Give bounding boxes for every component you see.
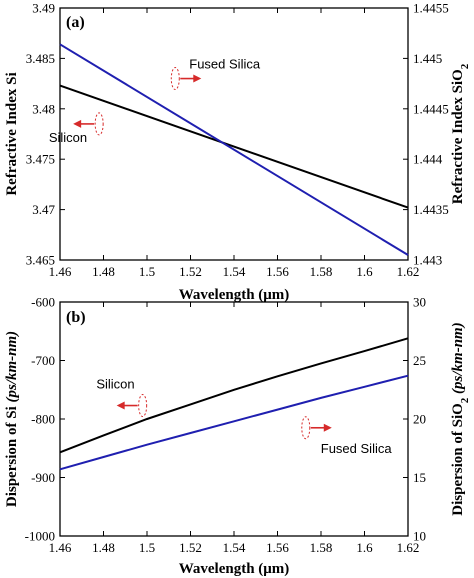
panel-b-right-axis-title-unit: (ps/km-nm) bbox=[450, 322, 466, 394]
panel-a-left-tick-label: 3.465 bbox=[26, 253, 55, 268]
panel-a-x-tick-label: 1.52 bbox=[179, 264, 202, 279]
panel-b-left-tick-label: -600 bbox=[31, 295, 55, 310]
panel-b-right-axis-title-main: Dispersion of SiO bbox=[450, 403, 466, 516]
panel-a-x-tick-label: 1.5 bbox=[139, 264, 155, 279]
panel-a-silicon-annotation-label: Silicon bbox=[49, 130, 87, 145]
panel-a-x-tick-label: 1.56 bbox=[266, 264, 289, 279]
panel-b-right-tick-label: 20 bbox=[413, 412, 426, 427]
panel-b-annotations: Silicon Fused Silica bbox=[96, 377, 392, 456]
panel-a-left-axis-title: Refractive Index Si bbox=[4, 72, 20, 195]
panel-b-right-y-ticks: 10 15 20 25 30 bbox=[403, 295, 426, 544]
panel-b-fused-silica-marker bbox=[301, 416, 311, 440]
panel-b-x-tick-label: 1.56 bbox=[266, 540, 289, 555]
panel-b-silicon-marker bbox=[138, 394, 148, 418]
panel-a-right-axis-title: Refractive Index SiO2 bbox=[450, 63, 471, 204]
panel-a-right-y-ticks: 1.443 1.4435 1.444 1.4445 1.445 1.4455 bbox=[403, 1, 449, 268]
panel-b-x-tick-label: 1.48 bbox=[92, 540, 115, 555]
panel-a-left-tick-label: 3.48 bbox=[32, 101, 55, 116]
panel-b-left-axis-title-main: Dispersion of Si bbox=[4, 403, 20, 508]
panel-b-silicon-line bbox=[59, 337, 409, 454]
panel-b-x-tick-label: 1.58 bbox=[310, 540, 333, 555]
panel-a-plot-frame bbox=[59, 7, 409, 261]
panel-b-x-tick-label: 1.52 bbox=[179, 540, 202, 555]
panel-a-silicon-marker bbox=[94, 112, 104, 136]
panel-b-plot-frame bbox=[59, 301, 409, 537]
panel-b-fused-silica-arrow-head bbox=[323, 423, 332, 432]
panel-a-series bbox=[59, 43, 409, 256]
panel-a-x-axis-title: Wavelength (μm) bbox=[179, 287, 290, 303]
panel-b-silicon-annotation-label: Silicon bbox=[96, 377, 134, 392]
panel-a-label: (a) bbox=[66, 14, 85, 31]
panel-a-fused-silica-annotation-label: Fused Silica bbox=[189, 57, 261, 72]
panel-b-right-axis-title: Dispersion of SiO2 (ps/km-nm) bbox=[450, 322, 471, 515]
panel-a-left-tick-label: 3.49 bbox=[32, 1, 55, 16]
panel-b-x-tick-label: 1.5 bbox=[139, 540, 155, 555]
panel-a-x-tick-label: 1.6 bbox=[356, 264, 373, 279]
panel-a-right-axis-title-main: Refractive Index SiO bbox=[450, 69, 466, 204]
panel-b-silicon-arrow-head bbox=[116, 401, 125, 410]
panel-b-x-ticks: 1.46 1.48 1.5 1.52 1.54 1.56 1.58 1.6 1.62 bbox=[49, 302, 420, 555]
panel-b-left-tick-label: -800 bbox=[31, 412, 55, 427]
panel-b-right-tick-label: 25 bbox=[413, 353, 426, 368]
panel-a-fused-silica-line bbox=[59, 43, 409, 256]
panel-b-x-tick-label: 1.54 bbox=[223, 540, 246, 555]
panel-b-left-axis-title: Dispersion of Si (ps/km-nm) bbox=[4, 331, 20, 507]
panel-a-left-tick-label: 3.47 bbox=[32, 202, 55, 217]
panel-a-fused-silica-arrow-head bbox=[193, 74, 202, 83]
panel-a-x-tick-label: 1.62 bbox=[397, 264, 420, 279]
panel-b-x-tick-label: 1.46 bbox=[49, 540, 72, 555]
panel-a-x-tick-label: 1.46 bbox=[49, 264, 72, 279]
panel-b-x-tick-label: 1.6 bbox=[356, 540, 373, 555]
panel-a-left-tick-label: 3.475 bbox=[26, 152, 55, 167]
panel-b-x-axis-title: Wavelength (μm) bbox=[179, 561, 290, 577]
panel-b-left-tick-label: -1000 bbox=[25, 529, 55, 544]
panel-b-left-tick-label: -700 bbox=[31, 353, 55, 368]
panel-a-x-tick-label: 1.54 bbox=[223, 264, 246, 279]
panel-b-left-y-ticks: -1000 -900 -800 -700 -600 bbox=[25, 295, 65, 544]
panel-a-right-tick-label: 1.4455 bbox=[413, 1, 449, 16]
panel-a-left-tick-label: 3.485 bbox=[26, 51, 55, 66]
panel-a-fused-silica-marker bbox=[170, 67, 180, 91]
panel-a-left-y-ticks: 3.465 3.47 3.475 3.48 3.485 3.49 bbox=[26, 1, 65, 268]
panel-a-right-tick-label: 1.444 bbox=[413, 152, 443, 167]
panel-b: 1.46 1.48 1.5 1.52 1.54 1.56 1.58 1.6 1.62 -1000… bbox=[4, 295, 471, 578]
panel-b-series bbox=[59, 337, 409, 471]
panel-a-x-tick-label: 1.58 bbox=[310, 264, 333, 279]
panel-a-right-tick-label: 1.4435 bbox=[413, 202, 449, 217]
panel-a-annotations: Fused Silica Silicon bbox=[49, 57, 261, 145]
panel-a-right-axis-title-subscript: 2 bbox=[459, 63, 471, 69]
panel-b-right-tick-label: 10 bbox=[413, 529, 426, 544]
panel-a-x-tick-label: 1.48 bbox=[92, 264, 115, 279]
panel-a-silicon-line bbox=[59, 84, 409, 209]
panel-a-right-tick-label: 1.4445 bbox=[413, 101, 449, 116]
panel-b-fused-silica-annotation-label: Fused Silica bbox=[321, 441, 393, 456]
panel-a-silicon-arrow-head bbox=[73, 119, 82, 128]
panel-b-x-tick-label: 1.62 bbox=[397, 540, 420, 555]
panel-b-right-tick-label: 15 bbox=[413, 470, 426, 485]
panel-b-left-axis-title-unit: (ps/km-nm) bbox=[4, 331, 20, 403]
panel-b-right-tick-label: 30 bbox=[413, 295, 426, 310]
panel-b-label: (b) bbox=[66, 309, 86, 326]
panel-a-right-tick-label: 1.445 bbox=[413, 51, 442, 66]
panel-a: 1.46 1.48 1.5 1.52 1.54 1.56 1.58 1.6 1.62 3.465… bbox=[4, 1, 471, 304]
panel-b-right-axis-title-subscript: 2 bbox=[459, 397, 471, 403]
panel-b-fused-silica-line bbox=[59, 374, 409, 471]
panel-b-left-tick-label: -900 bbox=[31, 470, 55, 485]
panel-a-right-tick-label: 1.443 bbox=[413, 253, 442, 268]
panel-a-x-ticks: 1.46 1.48 1.5 1.52 1.54 1.56 1.58 1.6 1.62 bbox=[49, 8, 420, 279]
